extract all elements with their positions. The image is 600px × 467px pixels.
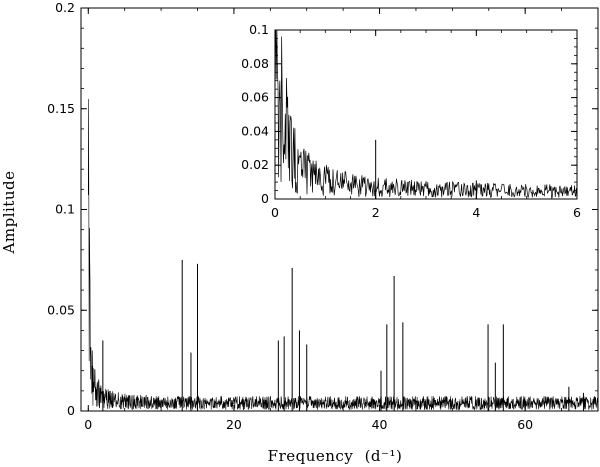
y-tick-label: 0.05 — [47, 302, 75, 317]
x-axis-label-unit: (d⁻¹) — [365, 447, 403, 465]
y-tick-label: 0.1 — [249, 22, 269, 37]
y-tick-label: 0.06 — [241, 90, 269, 105]
x-tick-label: 4 — [472, 205, 480, 220]
y-tick-label: 0.02 — [241, 157, 269, 172]
y-axis-label: Amplitude — [0, 171, 18, 255]
y-tick-label: 0.1 — [55, 202, 75, 217]
main-spectrum-line — [87, 98, 598, 411]
main-ticks: 00.050.10.150.20 20 40 60 — [47, 0, 599, 432]
x-tick-label: 0 — [84, 417, 92, 432]
x-tick-label: 2 — [372, 205, 380, 220]
y-tick-label: 0.08 — [241, 56, 269, 71]
x-tick-label: 20 — [226, 417, 242, 432]
x-tick-label: 40 — [372, 417, 388, 432]
inset-ticks: 0 0.02 0.04 0.06 0.08 0.1 0 2 4 6 — [241, 22, 581, 220]
y-tick-label: 0.2 — [55, 0, 75, 15]
x-axis-label: Frequency (d⁻¹) — [268, 447, 403, 465]
y-tick-label: 0.04 — [241, 123, 269, 138]
y-tick-label: 0 — [67, 403, 75, 418]
inset-background — [275, 30, 577, 199]
x-tick-label: 0 — [271, 205, 279, 220]
x-axis-label-text: Frequency — [268, 447, 354, 465]
spectrum-noise-line — [275, 30, 577, 199]
y-tick-label: 0.15 — [47, 101, 75, 116]
x-tick-label: 60 — [517, 417, 533, 432]
x-tick-label: 6 — [573, 205, 581, 220]
y-tick-label: 0 — [261, 191, 269, 206]
inset-plot: 0 0.02 0.04 0.06 0.08 0.1 0 2 4 6 — [241, 22, 581, 220]
